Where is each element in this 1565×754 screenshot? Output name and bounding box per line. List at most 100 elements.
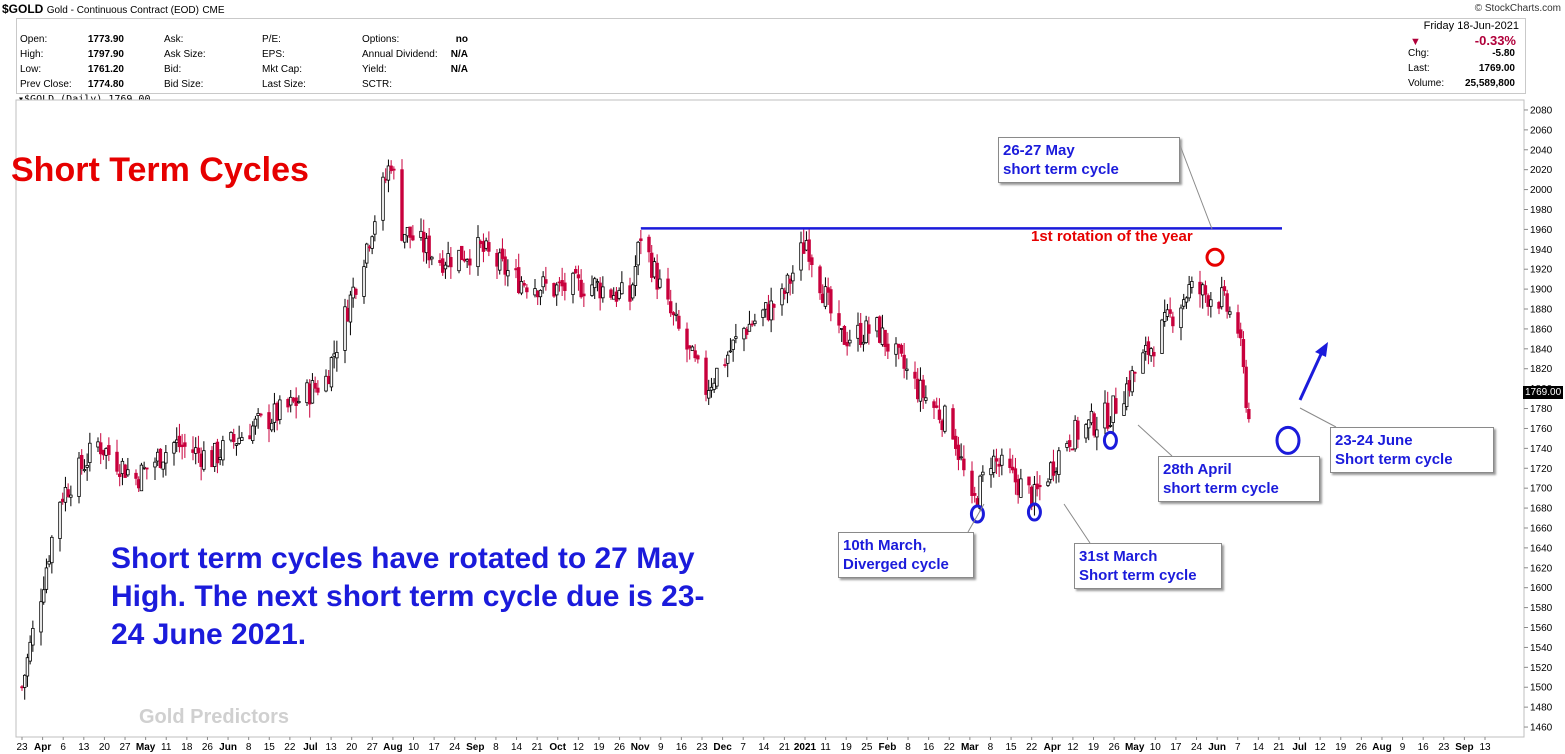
x-tick-label: 23	[696, 742, 708, 753]
last-price-tag: 1769.00	[1523, 386, 1564, 399]
quote-label: Low:	[20, 64, 42, 75]
candle-body	[256, 413, 260, 416]
candle-body	[28, 641, 32, 662]
x-tick-label: 7	[740, 742, 746, 753]
candle-body	[617, 290, 621, 299]
candle-body	[142, 466, 146, 469]
candle-body	[973, 493, 977, 496]
candle-body	[99, 442, 103, 455]
candle-body	[85, 465, 89, 468]
candle-body	[1222, 286, 1227, 292]
x-tick-label: 27	[119, 742, 131, 753]
candle-body	[400, 169, 404, 241]
candle-body	[1038, 484, 1042, 488]
callout-line2: Short term cycle	[1079, 567, 1197, 584]
candle-body	[552, 283, 556, 297]
callout-line2: short term cycle	[1003, 161, 1119, 178]
candle-body	[370, 236, 374, 249]
candle-body	[42, 589, 46, 603]
candle-body	[595, 281, 600, 284]
candle-body	[747, 323, 752, 332]
candle-body	[1209, 299, 1213, 307]
candle-body	[704, 357, 708, 395]
y-tick-label: 1500	[1530, 683, 1553, 694]
candle-body	[172, 442, 176, 454]
candle-body	[327, 375, 331, 385]
x-tick-label: 19	[1335, 742, 1347, 753]
callout-april28: 28th April short term cycle	[1158, 456, 1320, 502]
candle-body	[460, 245, 464, 261]
candle-body	[867, 324, 871, 334]
candle-body	[807, 239, 811, 262]
candle-body	[422, 231, 426, 253]
candle-body	[449, 257, 453, 268]
candle-body	[1201, 284, 1205, 296]
candle-body	[500, 248, 505, 259]
description: Gold - Continuous Contract (EOD)	[46, 5, 199, 16]
candle-body	[1239, 329, 1243, 339]
candle-body	[802, 242, 806, 254]
candle-body	[726, 354, 730, 364]
candle-body	[536, 290, 540, 298]
x-tick-label: 19	[841, 742, 853, 753]
x-tick-label: 8	[988, 742, 994, 753]
candle-body	[723, 364, 727, 366]
y-tick-label: 1840	[1530, 344, 1553, 355]
candle-body	[712, 382, 716, 390]
candle-body	[1198, 281, 1202, 295]
x-tick-label: 21	[779, 742, 791, 753]
candle-body	[791, 272, 795, 282]
candle-body	[120, 460, 125, 475]
candle-body	[101, 449, 106, 456]
candle-body	[1247, 409, 1251, 420]
y-tick-label: 1600	[1530, 583, 1553, 594]
x-tick-label: 11	[820, 742, 831, 753]
candle-body	[123, 464, 127, 478]
y-tick-label: 1940	[1530, 245, 1553, 256]
candle-body	[66, 489, 70, 497]
candle-body	[180, 444, 184, 448]
candle-body	[289, 396, 293, 406]
x-tick-label: 21	[1273, 742, 1285, 753]
candle-body	[1184, 297, 1189, 303]
candle-body	[579, 279, 583, 298]
candle-body	[69, 494, 73, 498]
x-tick-label: 14	[1253, 742, 1265, 753]
candle-body	[457, 249, 461, 272]
candle-body	[1011, 466, 1015, 471]
candle-body	[631, 284, 635, 299]
x-tick-label: 15	[1006, 742, 1018, 753]
x-tick-label: 20	[99, 742, 111, 753]
candle-body	[354, 288, 358, 295]
candle-body	[384, 178, 388, 181]
x-tick-label: 19	[593, 742, 605, 753]
candle-body	[1087, 419, 1091, 429]
x-tick-label: 2021	[794, 742, 817, 753]
candle-body	[484, 240, 488, 249]
candle-body	[137, 479, 141, 489]
candle-body	[810, 257, 814, 266]
candle-body	[899, 344, 904, 354]
candle-body	[766, 304, 771, 321]
candle-body	[1217, 302, 1221, 309]
candle-body	[389, 165, 393, 172]
y-tick-label: 1640	[1530, 543, 1553, 554]
candle-body	[883, 329, 887, 347]
x-tick-label: Mar	[961, 742, 979, 753]
candle-body	[23, 674, 27, 688]
candle-body	[655, 262, 659, 290]
candle-body	[688, 345, 692, 349]
candle-body	[937, 409, 942, 420]
quote-label: Bid Size:	[164, 79, 204, 90]
candle-body	[1070, 448, 1075, 451]
candle-body	[590, 284, 594, 296]
candle-body	[954, 435, 958, 449]
candle-body	[39, 601, 43, 633]
candle-body	[481, 241, 486, 252]
candle-body	[278, 399, 282, 420]
x-tick-label: Dec	[713, 742, 732, 753]
candle-body	[430, 256, 434, 260]
chart-header: $GOLD Gold - Continuous Contract (EOD) C…	[2, 2, 225, 16]
candle-body	[1149, 348, 1153, 357]
candle-body	[1225, 293, 1229, 312]
